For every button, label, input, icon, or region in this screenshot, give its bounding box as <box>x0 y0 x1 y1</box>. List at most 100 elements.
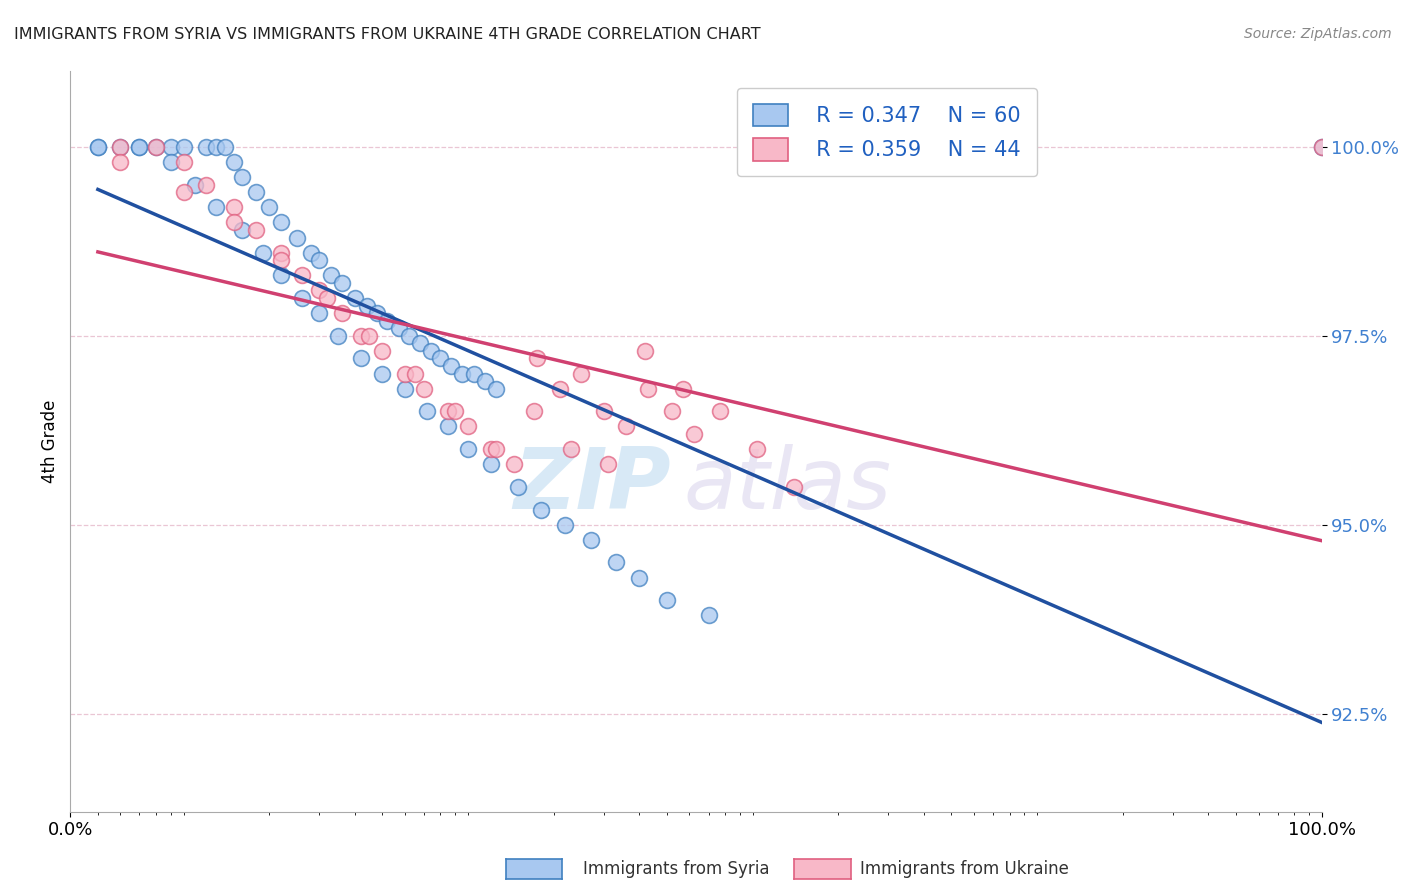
Point <box>270 253 292 268</box>
Point <box>655 593 678 607</box>
Point <box>437 404 460 418</box>
Point <box>291 291 314 305</box>
Point <box>709 404 731 418</box>
Point <box>252 245 274 260</box>
Point <box>375 313 398 327</box>
Point <box>747 442 769 456</box>
Point <box>437 419 460 434</box>
Point <box>173 186 195 200</box>
Point <box>343 291 366 305</box>
Point <box>592 404 614 418</box>
Text: Immigrants from Ukraine: Immigrants from Ukraine <box>860 860 1070 878</box>
Text: atlas: atlas <box>683 444 891 527</box>
Point <box>245 223 267 237</box>
Point <box>548 382 571 396</box>
Point <box>110 155 132 169</box>
Point <box>523 404 546 418</box>
Point <box>308 253 330 268</box>
Point <box>145 140 167 154</box>
Point <box>299 245 322 260</box>
Point <box>628 570 651 584</box>
Point <box>404 367 426 381</box>
Point <box>330 276 353 290</box>
Point <box>394 367 416 381</box>
Point <box>457 419 479 434</box>
Point <box>87 140 110 154</box>
Point <box>356 299 378 313</box>
Point <box>270 268 292 283</box>
Point <box>366 306 388 320</box>
Point <box>359 328 381 343</box>
Point <box>485 442 508 456</box>
Point <box>231 170 253 185</box>
Point <box>350 351 373 366</box>
Point <box>479 457 502 471</box>
Point <box>440 359 463 373</box>
Point <box>474 374 496 388</box>
Point <box>634 343 657 358</box>
Point <box>371 367 394 381</box>
Point <box>394 382 416 396</box>
Point <box>270 245 292 260</box>
Point <box>222 200 245 214</box>
Point <box>222 215 245 229</box>
Point <box>444 404 467 418</box>
Point <box>413 382 436 396</box>
Point <box>554 517 576 532</box>
Point <box>222 155 245 169</box>
Point <box>319 268 342 283</box>
Point <box>145 140 167 154</box>
Point <box>205 200 228 214</box>
Point <box>159 155 181 169</box>
Point <box>419 343 441 358</box>
Point <box>195 140 218 154</box>
Y-axis label: 4th Grade: 4th Grade <box>41 400 59 483</box>
Point <box>682 427 704 442</box>
Point <box>87 140 110 154</box>
Point <box>257 200 280 214</box>
Point <box>387 321 409 335</box>
Point <box>661 404 683 418</box>
Point <box>579 533 602 547</box>
Point <box>270 215 292 229</box>
Point <box>110 140 132 154</box>
Point <box>173 140 195 154</box>
Point <box>530 502 553 516</box>
Point <box>184 178 207 192</box>
Text: Immigrants from Syria: Immigrants from Syria <box>583 860 770 878</box>
Point <box>409 336 432 351</box>
Point <box>205 140 228 154</box>
Point <box>672 382 695 396</box>
Point <box>350 328 373 343</box>
Point <box>308 306 330 320</box>
Point <box>128 140 150 154</box>
Point <box>128 140 150 154</box>
Point <box>231 223 253 237</box>
Point <box>1310 140 1333 154</box>
Point <box>398 328 420 343</box>
Point <box>285 230 308 244</box>
Point <box>429 351 451 366</box>
Point <box>485 382 508 396</box>
Point <box>508 480 530 494</box>
Point <box>614 419 637 434</box>
Point <box>637 382 659 396</box>
Text: Source: ZipAtlas.com: Source: ZipAtlas.com <box>1244 27 1392 41</box>
Point <box>526 351 548 366</box>
Text: ZIP: ZIP <box>513 444 671 527</box>
Point <box>371 343 394 358</box>
Point <box>697 608 720 623</box>
Legend:   R = 0.347    N = 60,   R = 0.359    N = 44: R = 0.347 N = 60, R = 0.359 N = 44 <box>737 88 1036 177</box>
Point <box>316 291 339 305</box>
Point <box>328 328 350 343</box>
Point <box>159 140 181 154</box>
Point <box>308 284 330 298</box>
Point <box>195 178 218 192</box>
Point <box>560 442 582 456</box>
Point <box>416 404 439 418</box>
Point <box>214 140 236 154</box>
Point <box>457 442 479 456</box>
Point <box>605 556 627 570</box>
Text: IMMIGRANTS FROM SYRIA VS IMMIGRANTS FROM UKRAINE 4TH GRADE CORRELATION CHART: IMMIGRANTS FROM SYRIA VS IMMIGRANTS FROM… <box>14 27 761 42</box>
Point <box>479 442 502 456</box>
